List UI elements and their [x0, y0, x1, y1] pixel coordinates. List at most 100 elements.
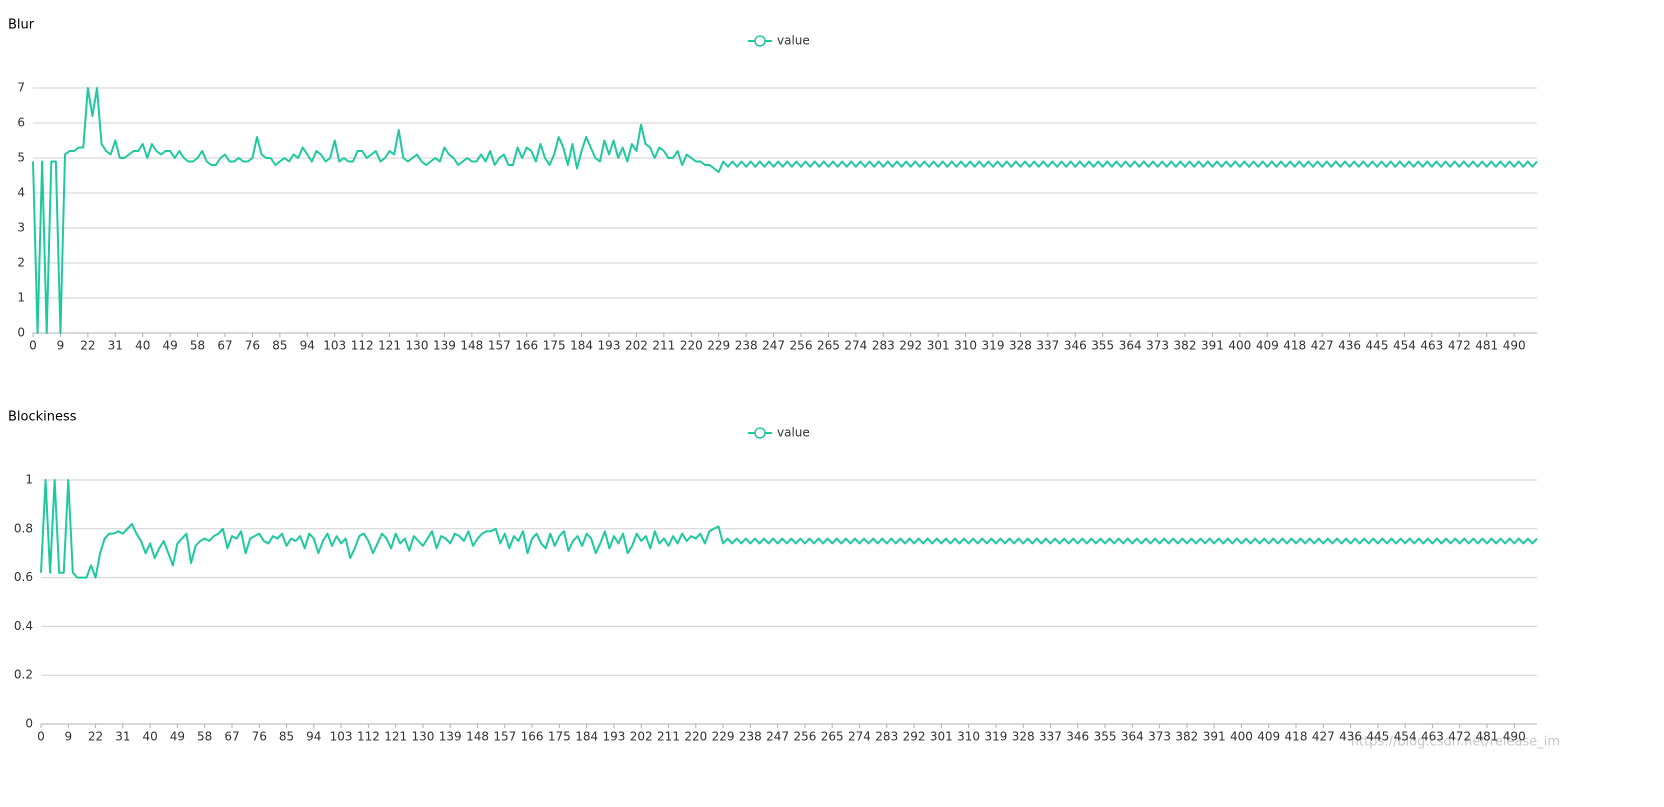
legend-symbol [754, 35, 766, 47]
y-tick-label: 0 [17, 326, 25, 340]
x-tick-label: 130 [406, 339, 429, 353]
x-tick-label: 103 [330, 730, 353, 744]
x-tick-label: 121 [378, 339, 401, 353]
x-tick-label: 328 [1009, 339, 1032, 353]
x-tick-label: 211 [652, 339, 675, 353]
x-tick-label: 274 [844, 339, 867, 353]
x-tick-label: 76 [252, 730, 267, 744]
x-tick-label: 283 [875, 730, 898, 744]
x-tick-label: 454 [1394, 730, 1417, 744]
x-tick-label: 463 [1420, 339, 1443, 353]
x-tick-label: 85 [272, 339, 287, 353]
x-tick-label: 445 [1366, 339, 1389, 353]
x-tick-label: 0 [29, 339, 37, 353]
x-tick-label: 346 [1064, 339, 1087, 353]
x-tick-label: 301 [927, 339, 950, 353]
x-tick-label: 220 [684, 730, 707, 744]
y-tick-label: 1 [25, 473, 33, 487]
x-tick-label: 238 [739, 730, 762, 744]
data-line [32, 87, 1538, 334]
x-tick-label: 319 [984, 730, 1007, 744]
y-tick-label: 0.8 [14, 521, 33, 535]
x-tick-label: 409 [1256, 339, 1279, 353]
x-tick-label: 220 [680, 339, 703, 353]
x-tick-label: 436 [1338, 339, 1361, 353]
y-tick-label: 1 [17, 291, 25, 305]
x-tick-label: 211 [657, 730, 680, 744]
x-tick-label: 463 [1421, 730, 1444, 744]
x-tick-label: 22 [88, 730, 103, 744]
x-tick-label: 67 [217, 339, 232, 353]
x-tick-label: 175 [548, 730, 571, 744]
y-tick-label: 5 [17, 151, 25, 165]
y-tick-label: 7 [17, 81, 25, 95]
x-tick-label: 166 [521, 730, 544, 744]
x-tick-label: 103 [323, 339, 346, 353]
x-tick-label: 40 [142, 730, 157, 744]
x-tick-label: 490 [1503, 339, 1526, 353]
x-tick-label: 400 [1228, 339, 1251, 353]
legend-label: value [777, 426, 810, 440]
x-tick-label: 400 [1230, 730, 1253, 744]
x-tick-label: 139 [433, 339, 456, 353]
y-tick-label: 0.4 [14, 619, 33, 633]
x-tick-label: 472 [1448, 730, 1471, 744]
x-tick-label: 391 [1201, 339, 1224, 353]
x-tick-label: 148 [460, 339, 483, 353]
x-tick-label: 49 [163, 339, 178, 353]
x-tick-label: 337 [1039, 730, 1062, 744]
x-tick-label: 256 [790, 339, 813, 353]
x-tick-label: 301 [930, 730, 953, 744]
y-tick-label: 0.6 [14, 570, 33, 584]
x-tick-label: 193 [602, 730, 625, 744]
x-tick-label: 283 [872, 339, 895, 353]
x-tick-label: 112 [351, 339, 374, 353]
x-tick-label: 364 [1119, 339, 1142, 353]
x-tick-label: 76 [245, 339, 260, 353]
x-tick-label: 409 [1257, 730, 1280, 744]
x-tick-label: 364 [1121, 730, 1144, 744]
x-tick-label: 265 [817, 339, 840, 353]
x-tick-label: 445 [1366, 730, 1389, 744]
x-tick-label: 481 [1476, 730, 1499, 744]
x-tick-label: 139 [439, 730, 462, 744]
x-tick-label: 31 [108, 339, 123, 353]
x-tick-label: 472 [1448, 339, 1471, 353]
x-tick-label: 247 [762, 339, 785, 353]
x-tick-label: 0 [37, 730, 45, 744]
y-tick-label: 0.2 [14, 668, 33, 682]
x-tick-label: 58 [197, 730, 212, 744]
x-tick-label: 355 [1091, 339, 1114, 353]
x-tick-label: 229 [707, 339, 730, 353]
x-tick-label: 310 [957, 730, 980, 744]
x-tick-label: 373 [1146, 339, 1169, 353]
x-tick-label: 337 [1036, 339, 1059, 353]
y-tick-label: 0 [25, 717, 33, 731]
x-tick-label: 292 [903, 730, 926, 744]
x-tick-label: 382 [1175, 730, 1198, 744]
x-tick-label: 454 [1393, 339, 1416, 353]
watermark: https://blog.csdn.net/release_im [1351, 735, 1560, 750]
x-tick-label: 94 [300, 339, 315, 353]
y-tick-label: 4 [17, 186, 25, 200]
x-tick-label: 427 [1312, 730, 1335, 744]
x-tick-label: 310 [954, 339, 977, 353]
x-tick-label: 157 [493, 730, 516, 744]
x-tick-label: 418 [1283, 339, 1306, 353]
x-tick-label: 256 [793, 730, 816, 744]
x-tick-label: 31 [115, 730, 130, 744]
x-tick-label: 355 [1094, 730, 1117, 744]
y-tick-label: 3 [17, 221, 25, 235]
x-tick-label: 112 [357, 730, 380, 744]
legend-symbol [754, 427, 766, 439]
x-tick-label: 202 [630, 730, 653, 744]
x-tick-label: 193 [598, 339, 621, 353]
x-tick-label: 85 [279, 730, 294, 744]
x-tick-label: 481 [1475, 339, 1498, 353]
x-tick-label: 436 [1339, 730, 1362, 744]
x-tick-label: 40 [135, 339, 150, 353]
y-tick-label: 2 [17, 256, 25, 270]
x-tick-label: 9 [64, 730, 72, 744]
x-tick-label: 346 [1066, 730, 1089, 744]
